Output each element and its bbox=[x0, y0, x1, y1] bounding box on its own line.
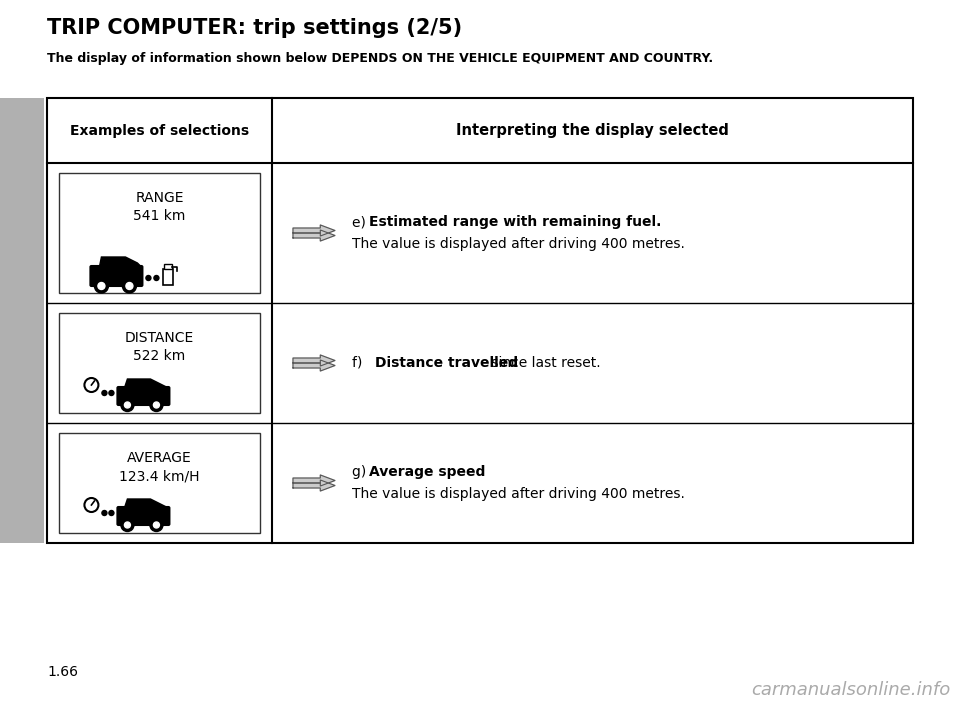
Bar bbox=[0, 98, 44, 543]
FancyBboxPatch shape bbox=[117, 507, 169, 525]
Text: Distance travelled: Distance travelled bbox=[375, 356, 518, 370]
Polygon shape bbox=[125, 379, 168, 388]
Circle shape bbox=[150, 518, 163, 532]
Text: The value is displayed after driving 400 metres.: The value is displayed after driving 400… bbox=[352, 237, 684, 251]
Bar bbox=[164, 264, 173, 269]
Circle shape bbox=[102, 510, 107, 515]
Circle shape bbox=[150, 398, 163, 412]
Text: DISTANCE: DISTANCE bbox=[125, 331, 194, 345]
Text: Examples of selections: Examples of selections bbox=[70, 124, 249, 138]
Circle shape bbox=[125, 402, 131, 408]
Circle shape bbox=[154, 402, 159, 408]
Circle shape bbox=[102, 391, 107, 395]
Text: Interpreting the display selected: Interpreting the display selected bbox=[456, 123, 729, 138]
Polygon shape bbox=[293, 360, 335, 371]
Bar bbox=[59, 173, 260, 293]
FancyBboxPatch shape bbox=[90, 266, 142, 286]
Text: 522 km: 522 km bbox=[133, 349, 185, 363]
Text: The display of information shown below DEPENDS ON THE VEHICLE EQUIPMENT AND COUN: The display of information shown below D… bbox=[47, 52, 713, 65]
Circle shape bbox=[146, 275, 151, 280]
Text: AVERAGE: AVERAGE bbox=[127, 451, 192, 465]
Bar bbox=[163, 269, 174, 285]
Circle shape bbox=[98, 283, 105, 290]
Polygon shape bbox=[125, 499, 168, 508]
Text: 541 km: 541 km bbox=[133, 209, 185, 223]
Circle shape bbox=[121, 518, 134, 532]
Text: TRIP COMPUTER: trip settings (2/5): TRIP COMPUTER: trip settings (2/5) bbox=[47, 18, 462, 38]
Circle shape bbox=[108, 391, 114, 395]
Polygon shape bbox=[293, 225, 335, 236]
Circle shape bbox=[125, 522, 131, 528]
Text: Estimated range with remaining fuel.: Estimated range with remaining fuel. bbox=[370, 215, 661, 229]
Polygon shape bbox=[293, 475, 335, 486]
Text: 123.4 km/H: 123.4 km/H bbox=[119, 469, 200, 483]
Bar bbox=[47, 98, 913, 543]
Text: RANGE: RANGE bbox=[135, 191, 183, 205]
Circle shape bbox=[154, 275, 159, 280]
Polygon shape bbox=[293, 355, 335, 366]
Circle shape bbox=[123, 279, 136, 293]
Polygon shape bbox=[293, 480, 335, 491]
Text: e): e) bbox=[352, 215, 371, 229]
Circle shape bbox=[121, 398, 134, 412]
Text: f): f) bbox=[352, 356, 372, 370]
Polygon shape bbox=[100, 257, 141, 267]
Circle shape bbox=[154, 522, 159, 528]
Text: The value is displayed after driving 400 metres.: The value is displayed after driving 400… bbox=[352, 487, 684, 501]
Circle shape bbox=[94, 279, 108, 293]
Bar bbox=[59, 313, 260, 413]
Bar bbox=[59, 433, 260, 533]
Text: since last reset.: since last reset. bbox=[487, 356, 600, 370]
Text: carmanualsonline.info: carmanualsonline.info bbox=[751, 681, 950, 699]
Text: 1.66: 1.66 bbox=[47, 665, 78, 679]
Text: Average speed: Average speed bbox=[370, 465, 486, 479]
FancyBboxPatch shape bbox=[117, 387, 169, 405]
Circle shape bbox=[108, 510, 114, 515]
Text: g): g) bbox=[352, 465, 371, 479]
Polygon shape bbox=[293, 230, 335, 241]
Circle shape bbox=[126, 283, 132, 290]
